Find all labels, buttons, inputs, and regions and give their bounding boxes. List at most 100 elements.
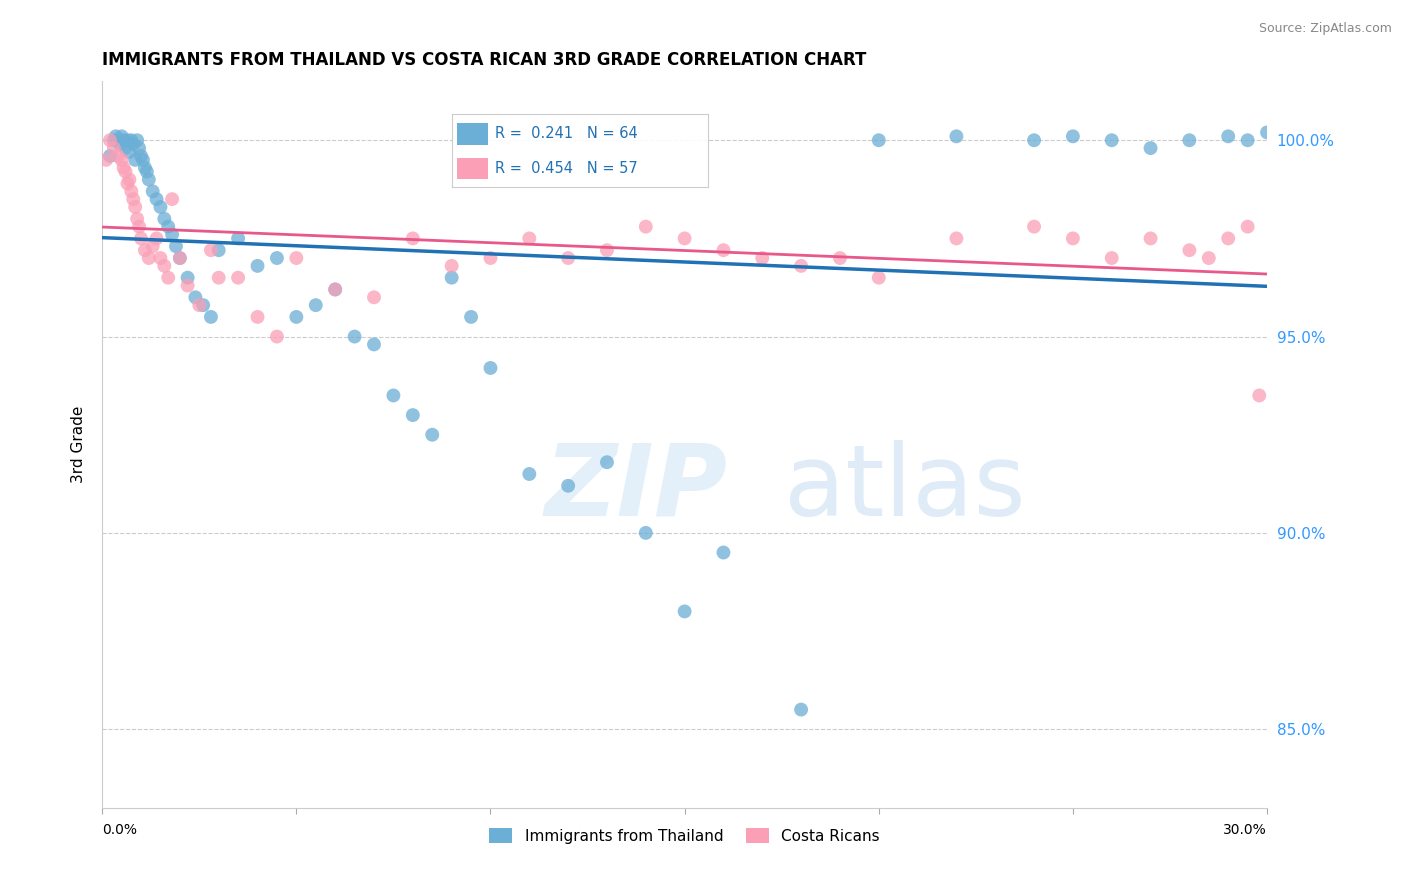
Point (122, 192, 145, 206)
Point (246, 310, 269, 324)
Point (134, 161, 156, 175)
Point (145, 231, 167, 245)
Point (98, 133, 121, 147)
Point (169, 251, 191, 265)
Point (363, 337, 385, 351)
Point (124, 200, 146, 214)
Point (246, 259, 269, 273)
Text: atlas: atlas (783, 440, 1025, 537)
Point (634, 525, 657, 540)
Point (596, 243, 619, 257)
Point (945, 231, 967, 245)
Point (138, 251, 160, 265)
Point (440, 259, 463, 273)
Point (153, 259, 176, 273)
Point (128, 141, 150, 155)
Point (285, 310, 308, 324)
Point (135, 164, 157, 178)
Point (343, 329, 366, 343)
Point (440, 270, 463, 285)
Point (103, 133, 125, 147)
Point (460, 310, 482, 324)
Point (111, 129, 134, 144)
Point (266, 329, 288, 343)
Point (1256, 125, 1278, 139)
Text: IMMIGRANTS FROM THAILAND VS COSTA RICAN 3RD GRADE CORRELATION CHART: IMMIGRANTS FROM THAILAND VS COSTA RICAN … (103, 51, 866, 69)
Point (165, 239, 187, 253)
Point (1139, 141, 1161, 155)
Point (596, 455, 619, 469)
Point (828, 251, 851, 265)
Point (402, 408, 425, 422)
Point (1218, 231, 1240, 245)
Point (517, 231, 540, 245)
Point (634, 219, 657, 234)
Point (124, 153, 146, 167)
Point (103, 141, 125, 155)
Point (1236, 219, 1258, 234)
Point (420, 427, 443, 442)
Point (118, 145, 141, 159)
Point (107, 149, 129, 163)
Point (160, 192, 183, 206)
Y-axis label: 3rd Grade: 3rd Grade (72, 406, 86, 483)
Point (790, 259, 813, 273)
Point (117, 177, 139, 191)
Point (191, 298, 214, 312)
Text: 30.0%: 30.0% (1223, 823, 1267, 838)
Point (98, 149, 121, 163)
Point (184, 290, 207, 304)
Point (226, 231, 249, 245)
Point (104, 129, 127, 144)
Point (120, 133, 142, 147)
Point (117, 133, 139, 147)
Point (200, 243, 222, 257)
Point (169, 251, 191, 265)
Point (120, 184, 142, 198)
Point (1022, 219, 1045, 234)
Point (479, 251, 502, 265)
Point (208, 270, 231, 285)
Point (226, 270, 249, 285)
Point (557, 251, 579, 265)
Text: 0.0%: 0.0% (103, 823, 138, 838)
Point (145, 192, 167, 206)
Point (1198, 251, 1220, 265)
Point (868, 133, 890, 147)
Point (188, 298, 211, 312)
Point (149, 200, 172, 214)
Legend: Immigrants from Thailand, Costa Ricans: Immigrants from Thailand, Costa Ricans (489, 828, 880, 844)
Point (129, 149, 152, 163)
Point (790, 703, 813, 717)
Point (285, 251, 308, 265)
Point (945, 129, 967, 144)
Point (713, 243, 735, 257)
Point (138, 172, 160, 186)
Point (751, 251, 773, 265)
Point (673, 231, 696, 245)
Point (118, 172, 141, 186)
Point (323, 282, 346, 296)
Point (1101, 251, 1123, 265)
Point (266, 251, 288, 265)
Text: Source: ZipAtlas.com: Source: ZipAtlas.com (1258, 22, 1392, 36)
Point (114, 141, 136, 155)
Point (122, 137, 145, 152)
Point (673, 604, 696, 618)
Point (868, 270, 890, 285)
Point (157, 219, 180, 234)
Point (134, 243, 156, 257)
Point (142, 184, 165, 198)
Point (479, 361, 502, 376)
Point (153, 211, 176, 226)
Point (157, 270, 180, 285)
Point (112, 161, 135, 175)
Point (557, 479, 579, 493)
Point (132, 153, 155, 167)
Point (129, 231, 152, 245)
Point (107, 133, 129, 147)
Text: ZIP: ZIP (546, 440, 728, 537)
Point (176, 278, 198, 293)
Point (382, 388, 405, 402)
Point (176, 270, 198, 285)
